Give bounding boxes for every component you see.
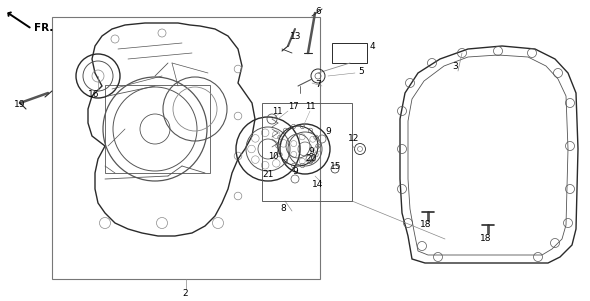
Text: 9: 9 <box>308 147 314 156</box>
Text: 20: 20 <box>305 154 316 163</box>
Text: 3: 3 <box>452 62 458 71</box>
Text: 21: 21 <box>262 170 273 179</box>
Text: 6: 6 <box>315 7 321 16</box>
Text: 4: 4 <box>370 42 376 51</box>
Text: 11: 11 <box>305 102 316 111</box>
Text: 19: 19 <box>14 100 25 109</box>
Text: 14: 14 <box>312 180 323 189</box>
Bar <box>105 85 210 173</box>
Text: 9: 9 <box>325 127 331 136</box>
Bar <box>262 103 352 201</box>
Text: 8: 8 <box>280 204 286 213</box>
Text: 15: 15 <box>330 162 342 171</box>
Text: 11: 11 <box>272 107 283 116</box>
Text: FR.: FR. <box>34 23 53 33</box>
Text: 7: 7 <box>315 80 321 89</box>
Text: 17: 17 <box>288 102 299 111</box>
Text: 13: 13 <box>290 32 301 41</box>
Bar <box>332 43 367 63</box>
Text: 2: 2 <box>182 289 188 298</box>
Text: 9: 9 <box>292 167 298 176</box>
Text: 18: 18 <box>420 220 431 229</box>
Text: 12: 12 <box>348 134 359 143</box>
Text: 16: 16 <box>88 90 100 99</box>
Text: 18: 18 <box>480 234 491 243</box>
Text: 10: 10 <box>268 152 278 161</box>
Text: 5: 5 <box>358 67 364 76</box>
Bar <box>52 17 320 279</box>
